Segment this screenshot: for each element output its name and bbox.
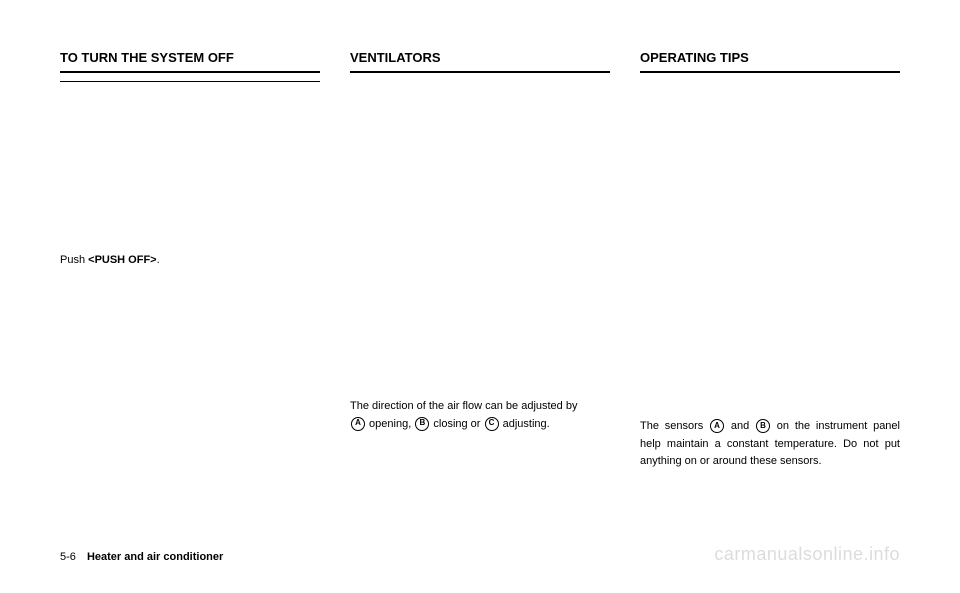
ventilators-text: The direction of the air flow can be adj…: [350, 398, 610, 433]
watermark: carmanualsonline.info: [714, 544, 900, 565]
marker-a-icon: A: [351, 417, 365, 431]
column-3: OPERATING TIPS The sensors A and B on th…: [640, 50, 900, 471]
marker-b-icon: B: [756, 419, 770, 433]
vent-c-after: adjusting.: [500, 418, 550, 430]
vent-a-after: opening,: [366, 418, 414, 430]
chapter-title: Heater and air conditioner: [87, 551, 223, 563]
heading-ventilators: VENTILATORS: [350, 50, 610, 73]
column-2: VENTILATORS The direction of the air flo…: [350, 50, 610, 471]
marker-a-icon: A: [710, 419, 724, 433]
heading-underline: [60, 81, 320, 82]
tips-mid: and: [725, 420, 755, 432]
text-suffix: .: [157, 254, 160, 266]
page-footer: 5-6 Heater and air conditioner: [60, 551, 223, 563]
heading-turn-off: TO TURN THE SYSTEM OFF: [60, 50, 320, 73]
vent-line1: The direction of the air flow can be adj…: [350, 400, 577, 412]
push-off-instruction: Push <PUSH OFF>.: [60, 252, 320, 270]
page-content: TO TURN THE SYSTEM OFF Push <PUSH OFF>. …: [0, 0, 960, 501]
marker-b-icon: B: [415, 417, 429, 431]
heading-operating-tips: OPERATING TIPS: [640, 50, 900, 73]
column-1: TO TURN THE SYSTEM OFF Push <PUSH OFF>.: [60, 50, 320, 471]
tips-pre: The sensors: [640, 420, 709, 432]
page-number: 5-6: [60, 551, 76, 563]
vent-b-after: closing or: [430, 418, 483, 430]
operating-tips-text: The sensors A and B on the instrument pa…: [640, 418, 900, 471]
marker-c-icon: C: [485, 417, 499, 431]
text-prefix: Push: [60, 254, 88, 266]
push-off-label: <PUSH OFF>: [88, 254, 156, 266]
